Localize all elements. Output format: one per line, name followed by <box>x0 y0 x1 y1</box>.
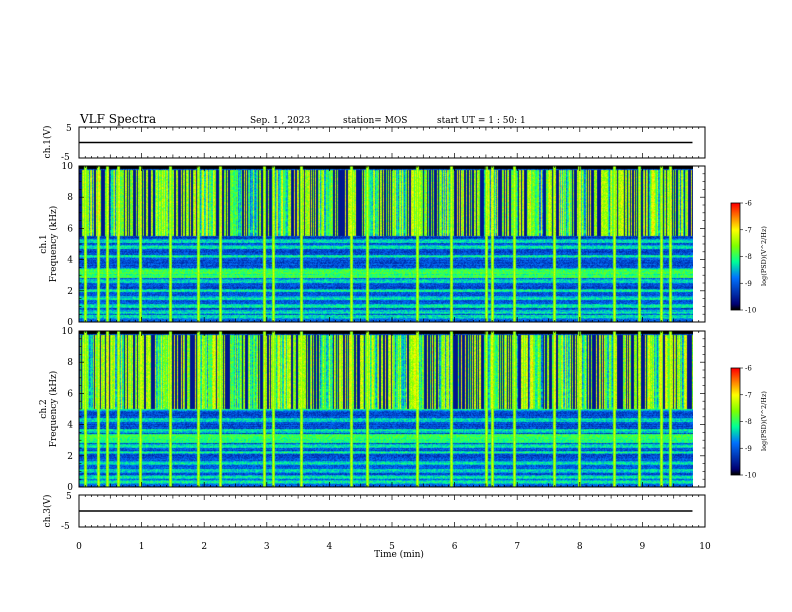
ch2-freq-ticks: 0 2 4 6 8 10 <box>62 327 705 493</box>
ch2-spectrogram-panel: 0 2 4 6 8 10 ch.2 Frequency (kHz) -6 -7 -8 -9 -10… <box>39 327 768 493</box>
x-tick-label: 3 <box>264 542 270 552</box>
x-tick-label: 9 <box>640 542 646 552</box>
x-axis-label: Time (min) <box>374 549 424 560</box>
freq-tick-label: 4 <box>67 256 73 266</box>
ch1-freq-ticks: 0 2 4 6 8 10 <box>62 162 705 328</box>
colorbar-tick-label: -6 <box>745 365 752 373</box>
colorbar-tick-label: -8 <box>745 253 752 261</box>
colorbar-tick-label: -8 <box>745 418 752 426</box>
ch2-colorbar <box>731 368 740 475</box>
ch3-voltage-ylabel: ch.3(V) <box>42 495 53 528</box>
colorbar-tick-label: -10 <box>745 307 756 315</box>
header-station: station= MOS <box>343 116 407 126</box>
x-tick-label: 4 <box>327 542 333 552</box>
ch3-ytick-bottom: -5 <box>61 522 70 532</box>
ch1-ytick-bottom: -5 <box>61 153 70 163</box>
x-tick-label: 6 <box>452 542 458 552</box>
freq-tick-label: 2 <box>67 287 73 297</box>
ch1-colorbar <box>731 203 740 310</box>
colorbar-tick-label: -7 <box>745 391 752 399</box>
x-tick-label: 5 <box>389 542 395 552</box>
ch1-colorbar-label: log(PSD)(V^2/Hz) <box>760 226 768 286</box>
ch2-freq-ylabel: Frequency (kHz) <box>48 371 59 448</box>
ch1-ytick-top: 5 <box>66 124 72 134</box>
freq-tick-label: 2 <box>67 452 73 462</box>
x-tick-label: 1 <box>139 542 145 552</box>
colorbar-tick-label: -6 <box>745 200 752 208</box>
ch1-colorbar-ticks: -6 -7 -8 -9 -10 <box>740 200 756 315</box>
freq-tick-label: 10 <box>62 162 74 172</box>
header-date: Sep. 1 , 2023 <box>250 116 310 126</box>
ch1-voltage-ylabel: ch.1(V) <box>42 126 53 159</box>
figure-title: VLF Spectra <box>79 112 156 126</box>
freq-tick-label: 6 <box>67 224 73 234</box>
ch3-ytick-top: 5 <box>66 492 72 502</box>
x-axis-tick-labels: 0 1 2 3 4 5 6 7 8 9 10 <box>76 542 711 552</box>
x-tick-label: 7 <box>514 542 520 552</box>
x-tick-label: 10 <box>699 542 711 552</box>
freq-tick-label: 6 <box>67 389 73 399</box>
ch1-channel-name: ch.1 <box>39 234 49 253</box>
colorbar-tick-label: -10 <box>745 472 756 480</box>
x-axis-ticks <box>78 127 706 527</box>
colorbar-tick-label: -9 <box>745 445 752 453</box>
freq-tick-label: 8 <box>67 358 73 368</box>
ch2-spectrogram-image <box>79 331 693 487</box>
header-start-time: start UT = 1 : 50: 1 <box>437 116 526 126</box>
ch1-spectrogram-image <box>79 166 693 322</box>
freq-tick-label: 10 <box>62 327 74 337</box>
x-tick-label: 0 <box>76 542 82 552</box>
ch1-freq-ylabel: Frequency (kHz) <box>48 206 59 283</box>
freq-tick-label: 4 <box>67 421 73 431</box>
ch2-colorbar-label: log(PSD)(V^2/Hz) <box>760 391 768 451</box>
freq-tick-label: 0 <box>67 318 73 328</box>
freq-tick-label: 0 <box>67 483 73 493</box>
x-tick-label: 2 <box>201 542 207 552</box>
x-tick-label: 8 <box>577 542 583 552</box>
ch2-colorbar-ticks: -6 -7 -8 -9 -10 <box>740 365 756 480</box>
freq-tick-label: 8 <box>67 193 73 203</box>
colorbar-tick-label: -7 <box>745 226 752 234</box>
ch2-channel-name: ch.2 <box>39 399 49 418</box>
colorbar-tick-label: -9 <box>745 280 752 288</box>
